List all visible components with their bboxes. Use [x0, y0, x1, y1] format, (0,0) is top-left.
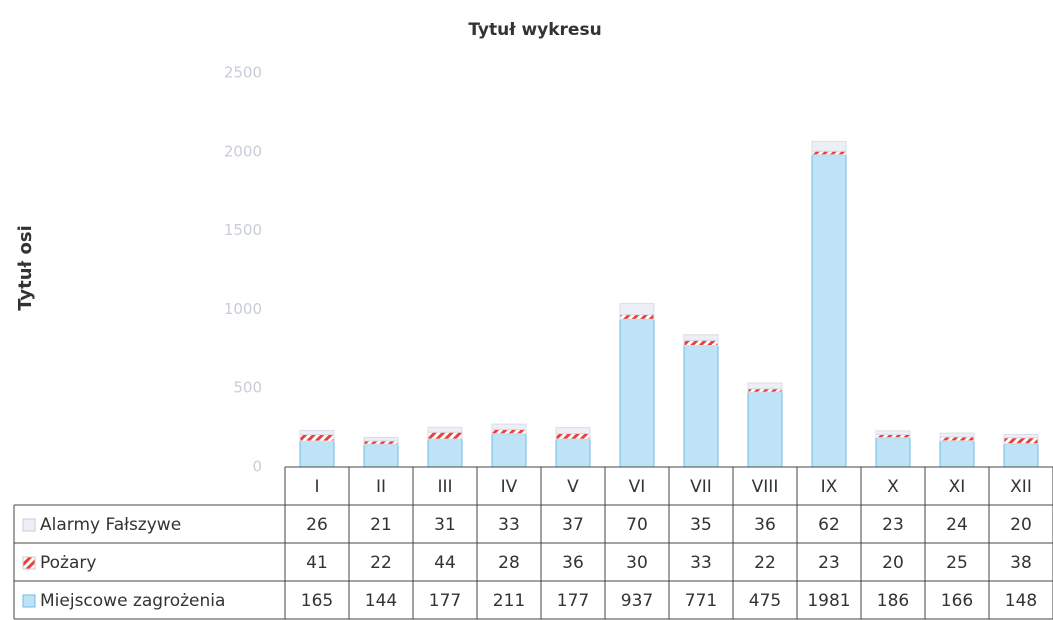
- table-value: 33: [498, 515, 520, 535]
- table-value: 23: [882, 515, 904, 535]
- table-value: 165: [301, 591, 333, 611]
- x-tick-label: VII: [690, 477, 712, 497]
- table-value: 31: [434, 515, 456, 535]
- bar-segment: [1003, 434, 1039, 439]
- y-tick-label: 2500: [224, 64, 262, 82]
- x-tick-label: I: [314, 477, 319, 497]
- bar-segment: [619, 318, 655, 468]
- bar-segment: [875, 430, 911, 436]
- bar-segment: [491, 433, 527, 468]
- bar-segment: [363, 443, 399, 468]
- bar-segment: [811, 154, 847, 468]
- bar-segment: [427, 431, 463, 440]
- bar-segment: [427, 426, 463, 433]
- table-value: 1981: [807, 591, 850, 611]
- bar-segment: [683, 334, 719, 341]
- table-value: 37: [562, 515, 584, 535]
- table-value: 21: [370, 515, 392, 535]
- y-tick-label: 1000: [224, 300, 262, 318]
- table-value: 148: [1005, 591, 1037, 611]
- bar-segment: [747, 388, 783, 393]
- table-value: 177: [557, 591, 589, 611]
- bar-segment: [939, 436, 975, 442]
- x-tick-label: V: [567, 477, 579, 497]
- table-value: 33: [690, 553, 712, 573]
- bar-segment: [555, 438, 591, 468]
- table-value: 186: [877, 591, 909, 611]
- bar-segment: [299, 440, 335, 468]
- table-value: 41: [306, 553, 328, 573]
- table-value: 44: [434, 553, 456, 573]
- legend-label: Alarmy Fałszywe: [40, 515, 181, 535]
- bar-segment: [363, 440, 399, 445]
- x-tick-label: XI: [949, 477, 966, 497]
- bar-segment: [555, 432, 591, 440]
- legend-swatch: [22, 518, 36, 532]
- table-value: 23: [818, 553, 840, 573]
- x-tick-label: VIII: [752, 477, 779, 497]
- x-tick-label: VI: [629, 477, 646, 497]
- table-value: 26: [306, 515, 328, 535]
- table-value: 20: [882, 553, 904, 573]
- table-value: 937: [621, 591, 653, 611]
- x-tick-label: II: [376, 477, 386, 497]
- table-value: 771: [685, 591, 717, 611]
- x-tick-label: XII: [1010, 477, 1032, 497]
- table-value: 70: [626, 515, 648, 535]
- table-value: 35: [690, 515, 712, 535]
- bar-segment: [811, 150, 847, 156]
- y-tick-label: 1500: [224, 221, 262, 239]
- bar-segment: [299, 434, 335, 442]
- bar-segment: [619, 314, 655, 320]
- bar-segment: [939, 432, 975, 438]
- table-value: 166: [941, 591, 973, 611]
- bar-segment: [747, 382, 783, 390]
- table-value: 177: [429, 591, 461, 611]
- table-value: 62: [818, 515, 840, 535]
- table-value: 475: [749, 591, 781, 611]
- y-tick-label: 0: [252, 458, 262, 476]
- y-axis-title: Tytuł osi: [15, 225, 36, 311]
- legend-swatch: [22, 594, 36, 608]
- bar-segment: [555, 427, 591, 434]
- legend-swatch: [22, 556, 36, 570]
- x-tick-label: X: [887, 477, 899, 497]
- bar-segment: [683, 339, 719, 346]
- legend-label: Miejscowe zagrożenia: [40, 591, 225, 611]
- table-value: 22: [754, 553, 776, 573]
- bar-segment: [299, 429, 335, 436]
- y-tick-label: 2000: [224, 142, 262, 160]
- bar-segment: [491, 428, 527, 435]
- table-value: 22: [370, 553, 392, 573]
- legend-label: Pożary: [40, 553, 96, 573]
- table-value: 25: [946, 553, 968, 573]
- bar-segment: [363, 437, 399, 442]
- bar-segment: [1003, 443, 1039, 468]
- table-value: 36: [562, 553, 584, 573]
- table-value: 144: [365, 591, 397, 611]
- bar-segment: [491, 423, 527, 430]
- x-tick-label: III: [437, 477, 452, 497]
- x-tick-label: IV: [501, 477, 518, 497]
- table-value: 30: [626, 553, 648, 573]
- bar-segment: [747, 391, 783, 468]
- table-value: 28: [498, 553, 520, 573]
- table-value: 24: [946, 515, 968, 535]
- bar-segment: [811, 140, 847, 152]
- table-value: 38: [1010, 553, 1032, 573]
- table-value: 36: [754, 515, 776, 535]
- table-value: 211: [493, 591, 525, 611]
- bar-segment: [1003, 437, 1039, 445]
- bar-segment: [939, 440, 975, 468]
- x-tick-label: IX: [821, 477, 838, 497]
- bar-segment: [875, 437, 911, 468]
- bar-segment: [619, 303, 655, 316]
- bar-segment: [683, 344, 719, 468]
- table-value: 20: [1010, 515, 1032, 535]
- y-tick-label: 500: [233, 379, 262, 397]
- bar-segment: [427, 438, 463, 468]
- chart-title: Tytuł wykresu: [468, 20, 601, 40]
